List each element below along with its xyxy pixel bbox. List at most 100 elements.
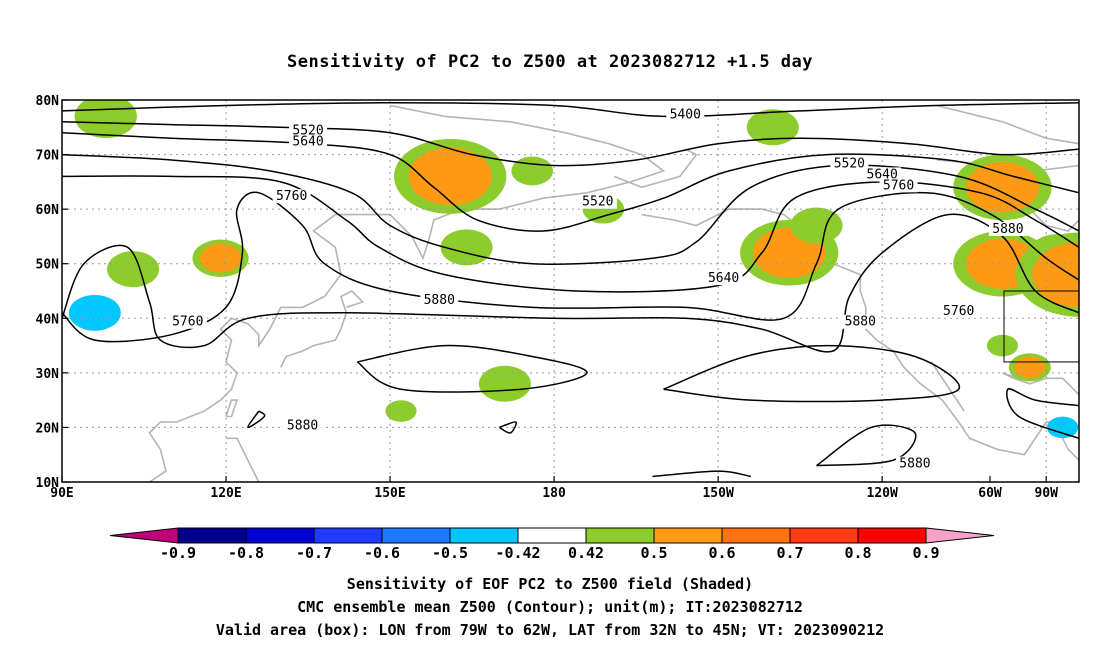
z500-contour-line (816, 424, 917, 467)
colorbar-swatch (449, 527, 519, 544)
contour-label: 5880 (992, 222, 1023, 237)
sensitivity-patch (746, 109, 799, 146)
coastline-segment (613, 148, 698, 189)
longitude-tick-label: 90E (50, 486, 73, 501)
contour-label-halo (283, 418, 322, 433)
contour-label: 5640 (292, 135, 323, 150)
coastline-segment (226, 437, 260, 482)
contour-label: 5760 (943, 304, 974, 319)
contour-label: 5880 (845, 315, 876, 330)
longitude-ticks: 90E 120E 150E 180 150W 120W 90W 60W (50, 476, 1058, 501)
contour-label-halo (289, 123, 328, 138)
sensitivity-patch (986, 334, 1019, 357)
z500-contour-line (62, 101, 1079, 118)
contour-label: 5400 (670, 107, 701, 122)
coastline-segment (279, 290, 365, 368)
colorbar-label: 0.5 (640, 544, 667, 562)
coastline-segment (225, 399, 239, 418)
contour-label: 5760 (172, 315, 203, 330)
contour-label-halo (863, 167, 902, 182)
lat-lon-grid (62, 100, 1079, 482)
z500-contour-line (62, 191, 1079, 343)
sensitivity-patch (1046, 416, 1079, 439)
colorbar-high-extension (925, 527, 995, 544)
colorbar-swatch (245, 527, 315, 544)
colorbar-swatch (857, 527, 927, 544)
latitude-tick-label: 10N (36, 476, 60, 491)
colorbar-swatch (721, 527, 791, 544)
sensitivity-patch (107, 251, 160, 288)
contour-label: 5760 (883, 178, 914, 193)
sensitivity-patch (511, 156, 554, 186)
colorbar-swatch (653, 527, 723, 544)
coastline-segment (641, 208, 1079, 461)
z500-contour-line (499, 421, 517, 434)
sensitivity-patch (966, 162, 1039, 213)
sensitivity-patch (68, 294, 121, 331)
latitude-tick-label: 60N (36, 203, 60, 218)
latitude-tick-label: 50N (36, 258, 60, 273)
coastline-segment (148, 104, 666, 482)
colorbar-swatch (313, 527, 383, 544)
contour-label: 5640 (708, 271, 739, 286)
colorbar-swatch (517, 527, 587, 544)
z500-contour-line (652, 470, 752, 478)
contour-label-halo (939, 303, 978, 318)
sensitivity-patch (1014, 356, 1046, 379)
longitude-tick-label: 90W (1034, 486, 1058, 501)
contour-label: 5760 (276, 189, 307, 204)
contour-label: 5880 (899, 457, 930, 472)
colorbar-swatch (789, 527, 859, 544)
z500-contour-line (62, 153, 1079, 265)
figure-title: Sensitivity of PC2 to Z500 at 2023082712… (287, 52, 813, 72)
contour-label-halo (168, 314, 207, 329)
coastline-segment (936, 104, 1079, 145)
sensitivity-patch (440, 229, 493, 266)
contour-label-halo (988, 221, 1027, 236)
z500-contour-line (1006, 388, 1079, 440)
latitude-tick-label: 20N (36, 421, 60, 436)
contour-label-halo (272, 189, 311, 204)
colorbar-label: -0.9 (160, 544, 196, 562)
z500-contour-line (62, 121, 1079, 167)
latitude-ticks: 80N 70N 60N 50N 40N 30N 20N 10N (36, 94, 68, 491)
contour-label: 5520 (582, 195, 613, 210)
contour-label-halo (666, 107, 705, 122)
caption-line-1: Sensitivity of EOF PC2 to Z500 field (Sh… (347, 575, 753, 593)
colorbar-label: -0.5 (432, 544, 468, 562)
z500-contour-line (663, 344, 961, 403)
colorbar-label: -0.8 (228, 544, 264, 562)
contour-label: 5880 (424, 293, 455, 308)
sensitivity-patch (478, 365, 531, 402)
map-frame (61, 99, 1080, 483)
z500-contour-line (247, 410, 266, 429)
latitude-tick-label: 80N (36, 94, 60, 109)
colorbar-label: -0.42 (495, 544, 540, 562)
z500-contour-line (62, 213, 1079, 353)
z500-contour-line (62, 175, 1079, 293)
contour-label-halo (895, 456, 934, 471)
longitude-tick-label: 120E (210, 486, 241, 501)
colorbar-swatch (177, 527, 247, 544)
longitude-tick-label: 180 (542, 486, 566, 501)
caption-line-2: CMC ensemble mean Z500 (Contour); unit(m… (297, 598, 803, 616)
colorbar-label: 0.7 (776, 544, 803, 562)
longitude-tick-label: 120W (867, 486, 898, 501)
contour-label-halo (704, 271, 743, 286)
latitude-tick-label: 40N (36, 312, 60, 327)
colorbar-label: 0.42 (568, 544, 604, 562)
colorbar-label: -0.6 (364, 544, 400, 562)
contour-label: 5880 (287, 418, 318, 433)
colorbar-swatch (381, 527, 451, 544)
z500-contour-line (356, 344, 588, 393)
colorbar-low-extension (109, 527, 179, 544)
contour-label: 5520 (834, 156, 865, 171)
colorbar-label: 0.9 (912, 544, 939, 562)
sensitivity-patch (408, 147, 492, 206)
colorbar-swatch (585, 527, 655, 544)
contour-label-halo (841, 314, 880, 329)
contour-label-halo (420, 292, 459, 307)
